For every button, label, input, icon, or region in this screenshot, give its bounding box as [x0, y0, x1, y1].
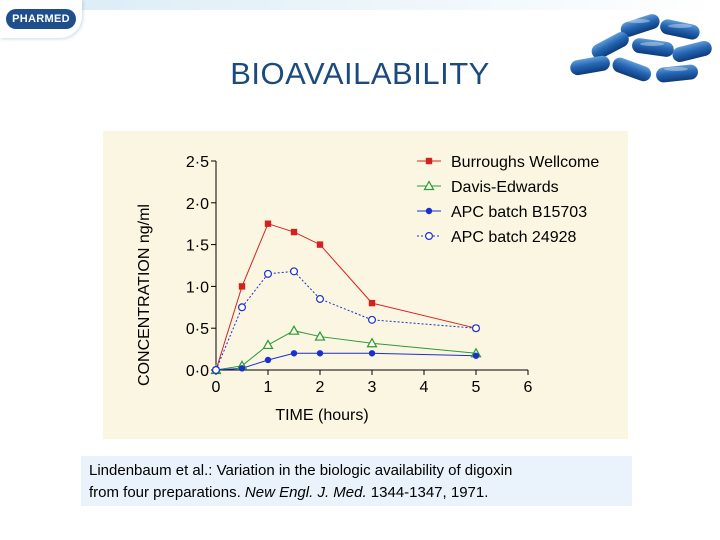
data-point-series-3: [290, 350, 298, 357]
legend-label: Davis-Edwards: [451, 179, 559, 196]
data-point-series-2: [262, 339, 274, 350]
x-axis-label: TIME (hours): [275, 407, 368, 424]
data-point-series-4: [264, 269, 273, 278]
y-axis-label: CONCENTRATION ng/ml: [136, 204, 153, 386]
y-tick-label: 2·5: [186, 154, 209, 171]
data-point-series-1: [238, 283, 246, 290]
data-point-series-1: [316, 241, 324, 248]
caption-pages: 1344-1347, 1971.: [366, 484, 489, 501]
data-point-series-3: [316, 350, 324, 357]
citation-caption: Lindenbaum et al.: Variation in the biol…: [81, 456, 632, 506]
legend-marker: [425, 207, 433, 215]
y-tick-label: 1·5: [186, 238, 209, 255]
x-tick-label: 2: [316, 379, 325, 396]
x-tick-label: 6: [524, 379, 533, 396]
data-point-series-4: [238, 303, 247, 312]
y-tick-label: 1·0: [186, 279, 209, 296]
series-line-1: [215, 223, 477, 371]
x-tick-label: 1: [264, 379, 273, 396]
data-point-series-3: [238, 365, 246, 372]
caption-text: from four preparations.: [89, 484, 245, 501]
data-point-series-3: [472, 352, 480, 359]
x-tick-label: 0: [212, 379, 221, 396]
legend-label: APC batch 24928: [451, 229, 577, 246]
pharmed-logo: PHARMED: [0, 0, 82, 38]
data-point-series-1: [290, 228, 298, 236]
slide-title: BIOAVAILABILITY: [230, 56, 490, 91]
data-point-series-1: [264, 220, 272, 227]
bioavailability-chart: 0 1 2 3 4 5 6 0·0 0·5 1·0 1·5 2·0 2·5 Burroughs Well…: [136, 154, 599, 424]
logo-text: PHARMED: [6, 9, 76, 29]
caption-line-1: Lindenbaum et al.: Variation in the biol…: [89, 462, 513, 479]
data-point-series-4: [316, 294, 325, 303]
data-point-series-4: [472, 324, 481, 333]
data-point-series-2: [288, 324, 300, 335]
x-tick-label: 4: [420, 379, 429, 396]
data-point-series-4: [290, 267, 299, 276]
data-point-series-3: [264, 356, 272, 364]
top-banner: [0, 0, 720, 10]
caption-line-2: from four preparations. New Engl. J. Med…: [89, 482, 624, 504]
data-point-series-1: [368, 299, 376, 307]
legend-marker: [423, 180, 435, 191]
x-tick-label: 5: [472, 379, 481, 396]
legend-marker: [425, 231, 434, 240]
journal-name: New Engl. J. Med.: [244, 484, 367, 501]
y-tick-label: 2·0: [186, 196, 209, 213]
legend-marker: [425, 157, 433, 165]
legend-label: APC batch B15703: [451, 204, 587, 221]
data-point-series-4: [211, 366, 220, 375]
y-tick-label: 0·5: [186, 321, 209, 338]
chart-panel: 0 1 2 3 4 5 6 0·0 0·5 1·0 1·5 2·0 2·5 Burroughs Well…: [103, 131, 628, 439]
legend-label: Burroughs Wellcome: [451, 154, 599, 171]
data-point-series-4: [368, 315, 377, 324]
y-tick-label: 0·0: [186, 363, 209, 380]
data-point-series-3: [368, 350, 376, 357]
data-point-series-2: [314, 330, 326, 341]
data-point-series-2: [366, 337, 378, 348]
capsules-decoration: [570, 14, 712, 83]
x-tick-label: 3: [368, 379, 377, 396]
